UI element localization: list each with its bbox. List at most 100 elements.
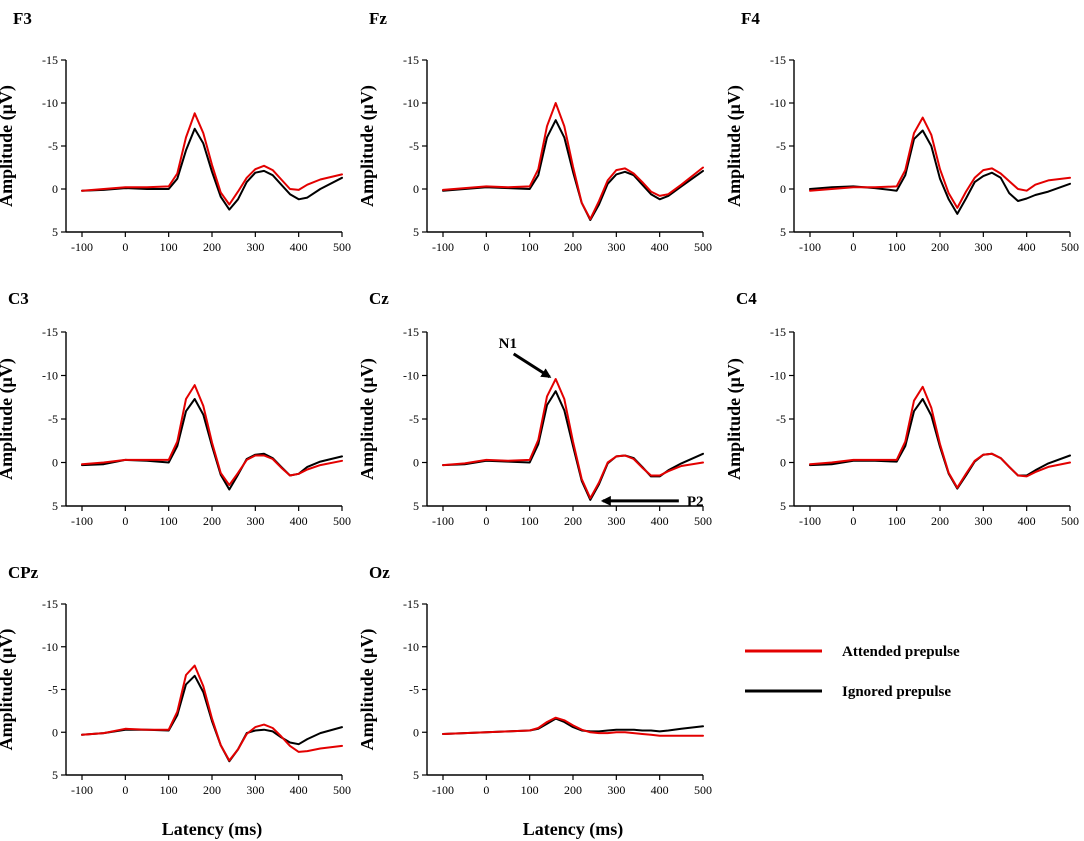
y-tick-label: 5 [780,225,786,239]
x-axis-label: Latency (ms) [523,819,623,840]
panel-c3: C3 -15 -10 -5 0 5 -100 0 100 200 300 400 500 Amplitud… [0,289,351,528]
x-tick-label: 400 [290,240,308,254]
x-tick-label: -100 [432,240,454,254]
x-tick-label: -100 [799,514,821,528]
x-tick-label: 300 [246,783,264,797]
x-tick-label: 500 [1061,514,1079,528]
attended-prepulse-line [442,102,704,221]
x-tick-label: 200 [931,240,949,254]
y-tick-label: -5 [776,139,786,153]
panel-f3: F3 -15 -10 -5 0 5 -100 0 100 200 300 400 500 Amplitud… [0,9,351,254]
x-tick-label: 300 [607,514,625,528]
x-tick-label: 300 [246,514,264,528]
y-tick-label: 5 [780,499,786,513]
x-tick-label: 500 [694,514,712,528]
y-axis-label: Amplitude (μV) [357,358,378,480]
y-tick-label: 0 [413,456,419,470]
x-tick-label: 100 [160,783,178,797]
x-tick-label: 0 [122,514,128,528]
x-tick-label: 100 [521,783,539,797]
x-tick-label: 200 [564,240,582,254]
x-tick-label: 400 [1018,514,1036,528]
x-tick-label: 100 [160,514,178,528]
y-tick-label: 0 [413,725,419,739]
y-tick-label: -10 [42,369,58,383]
y-tick-label: 0 [52,456,58,470]
y-axis-label: Amplitude (μV) [0,358,17,480]
y-tick-label: -5 [48,412,58,426]
x-tick-label: 400 [651,783,669,797]
panel-title: C3 [8,289,29,308]
y-tick-label: -5 [409,139,419,153]
arrow-n1 [512,352,552,379]
y-tick-label: -5 [409,683,419,697]
x-tick-label: 500 [1061,240,1079,254]
x-tick-label: 0 [483,240,489,254]
annotation-label-n1: N1 [499,336,517,352]
y-tick-label: 0 [413,182,419,196]
y-tick-label: 5 [413,225,419,239]
y-tick-label: -5 [409,412,419,426]
x-tick-label: 100 [888,514,906,528]
panel-cpz: CPz -15 -10 -5 0 5 -100 0 100 200 300 400 500 Amplitu… [0,563,351,840]
y-tick-label: 5 [52,768,58,782]
x-tick-label: 100 [521,240,539,254]
x-tick-label: 500 [333,783,351,797]
panel-title: F3 [13,9,32,28]
x-tick-label: -100 [71,240,93,254]
y-tick-label: 5 [52,499,58,513]
y-axis-label: Amplitude (μV) [357,629,378,751]
y-tick-label: -15 [42,325,58,339]
x-tick-label: 500 [694,783,712,797]
attended-prepulse-line [81,384,343,487]
y-tick-label: -5 [48,683,58,697]
y-axis-label: Amplitude (μV) [0,629,17,751]
y-tick-label: -5 [48,139,58,153]
x-tick-label: 200 [564,514,582,528]
x-tick-label: -100 [432,783,454,797]
x-tick-label: 400 [1018,240,1036,254]
y-tick-label: 5 [413,499,419,513]
y-tick-label: 5 [413,768,419,782]
annotation-label-p2: P2 [687,494,704,510]
y-tick-label: -15 [403,53,419,67]
x-tick-label: 200 [203,514,221,528]
y-tick-label: -10 [403,96,419,110]
panel-title: C4 [736,289,757,308]
x-tick-label: 500 [333,240,351,254]
x-tick-label: 400 [290,783,308,797]
y-tick-label: -15 [770,53,786,67]
x-tick-label: 200 [203,783,221,797]
x-tick-label: 0 [850,240,856,254]
x-tick-label: 300 [974,514,992,528]
y-tick-label: -10 [770,96,786,110]
y-tick-label: -5 [776,412,786,426]
y-tick-label: -10 [403,640,419,654]
x-tick-label: 200 [203,240,221,254]
panel-fz: Fz -15 -10 -5 0 5 -100 0 100 200 300 400 500 Amplitud… [357,9,712,254]
y-tick-label: -10 [770,369,786,383]
x-tick-label: 0 [122,240,128,254]
y-tick-label: -15 [42,597,58,611]
y-tick-label: 0 [52,725,58,739]
x-tick-label: 0 [122,783,128,797]
x-tick-label: 0 [850,514,856,528]
legend: Attended prepulse Ignored prepulse [745,644,960,700]
x-tick-label: 400 [290,514,308,528]
panel-title: Fz [369,9,387,28]
panel-title: Oz [369,563,390,582]
panel-title: CPz [8,563,39,582]
x-tick-label: 300 [974,240,992,254]
x-tick-label: 500 [694,240,712,254]
y-tick-label: 0 [52,182,58,196]
attended-prepulse-line [809,116,1071,209]
y-tick-label: -10 [42,96,58,110]
x-tick-label: 200 [931,514,949,528]
y-axis-label: Amplitude (μV) [0,85,17,207]
y-tick-label: -15 [403,597,419,611]
panel-title: Cz [369,289,389,308]
x-tick-label: 300 [607,783,625,797]
x-tick-label: 100 [160,240,178,254]
